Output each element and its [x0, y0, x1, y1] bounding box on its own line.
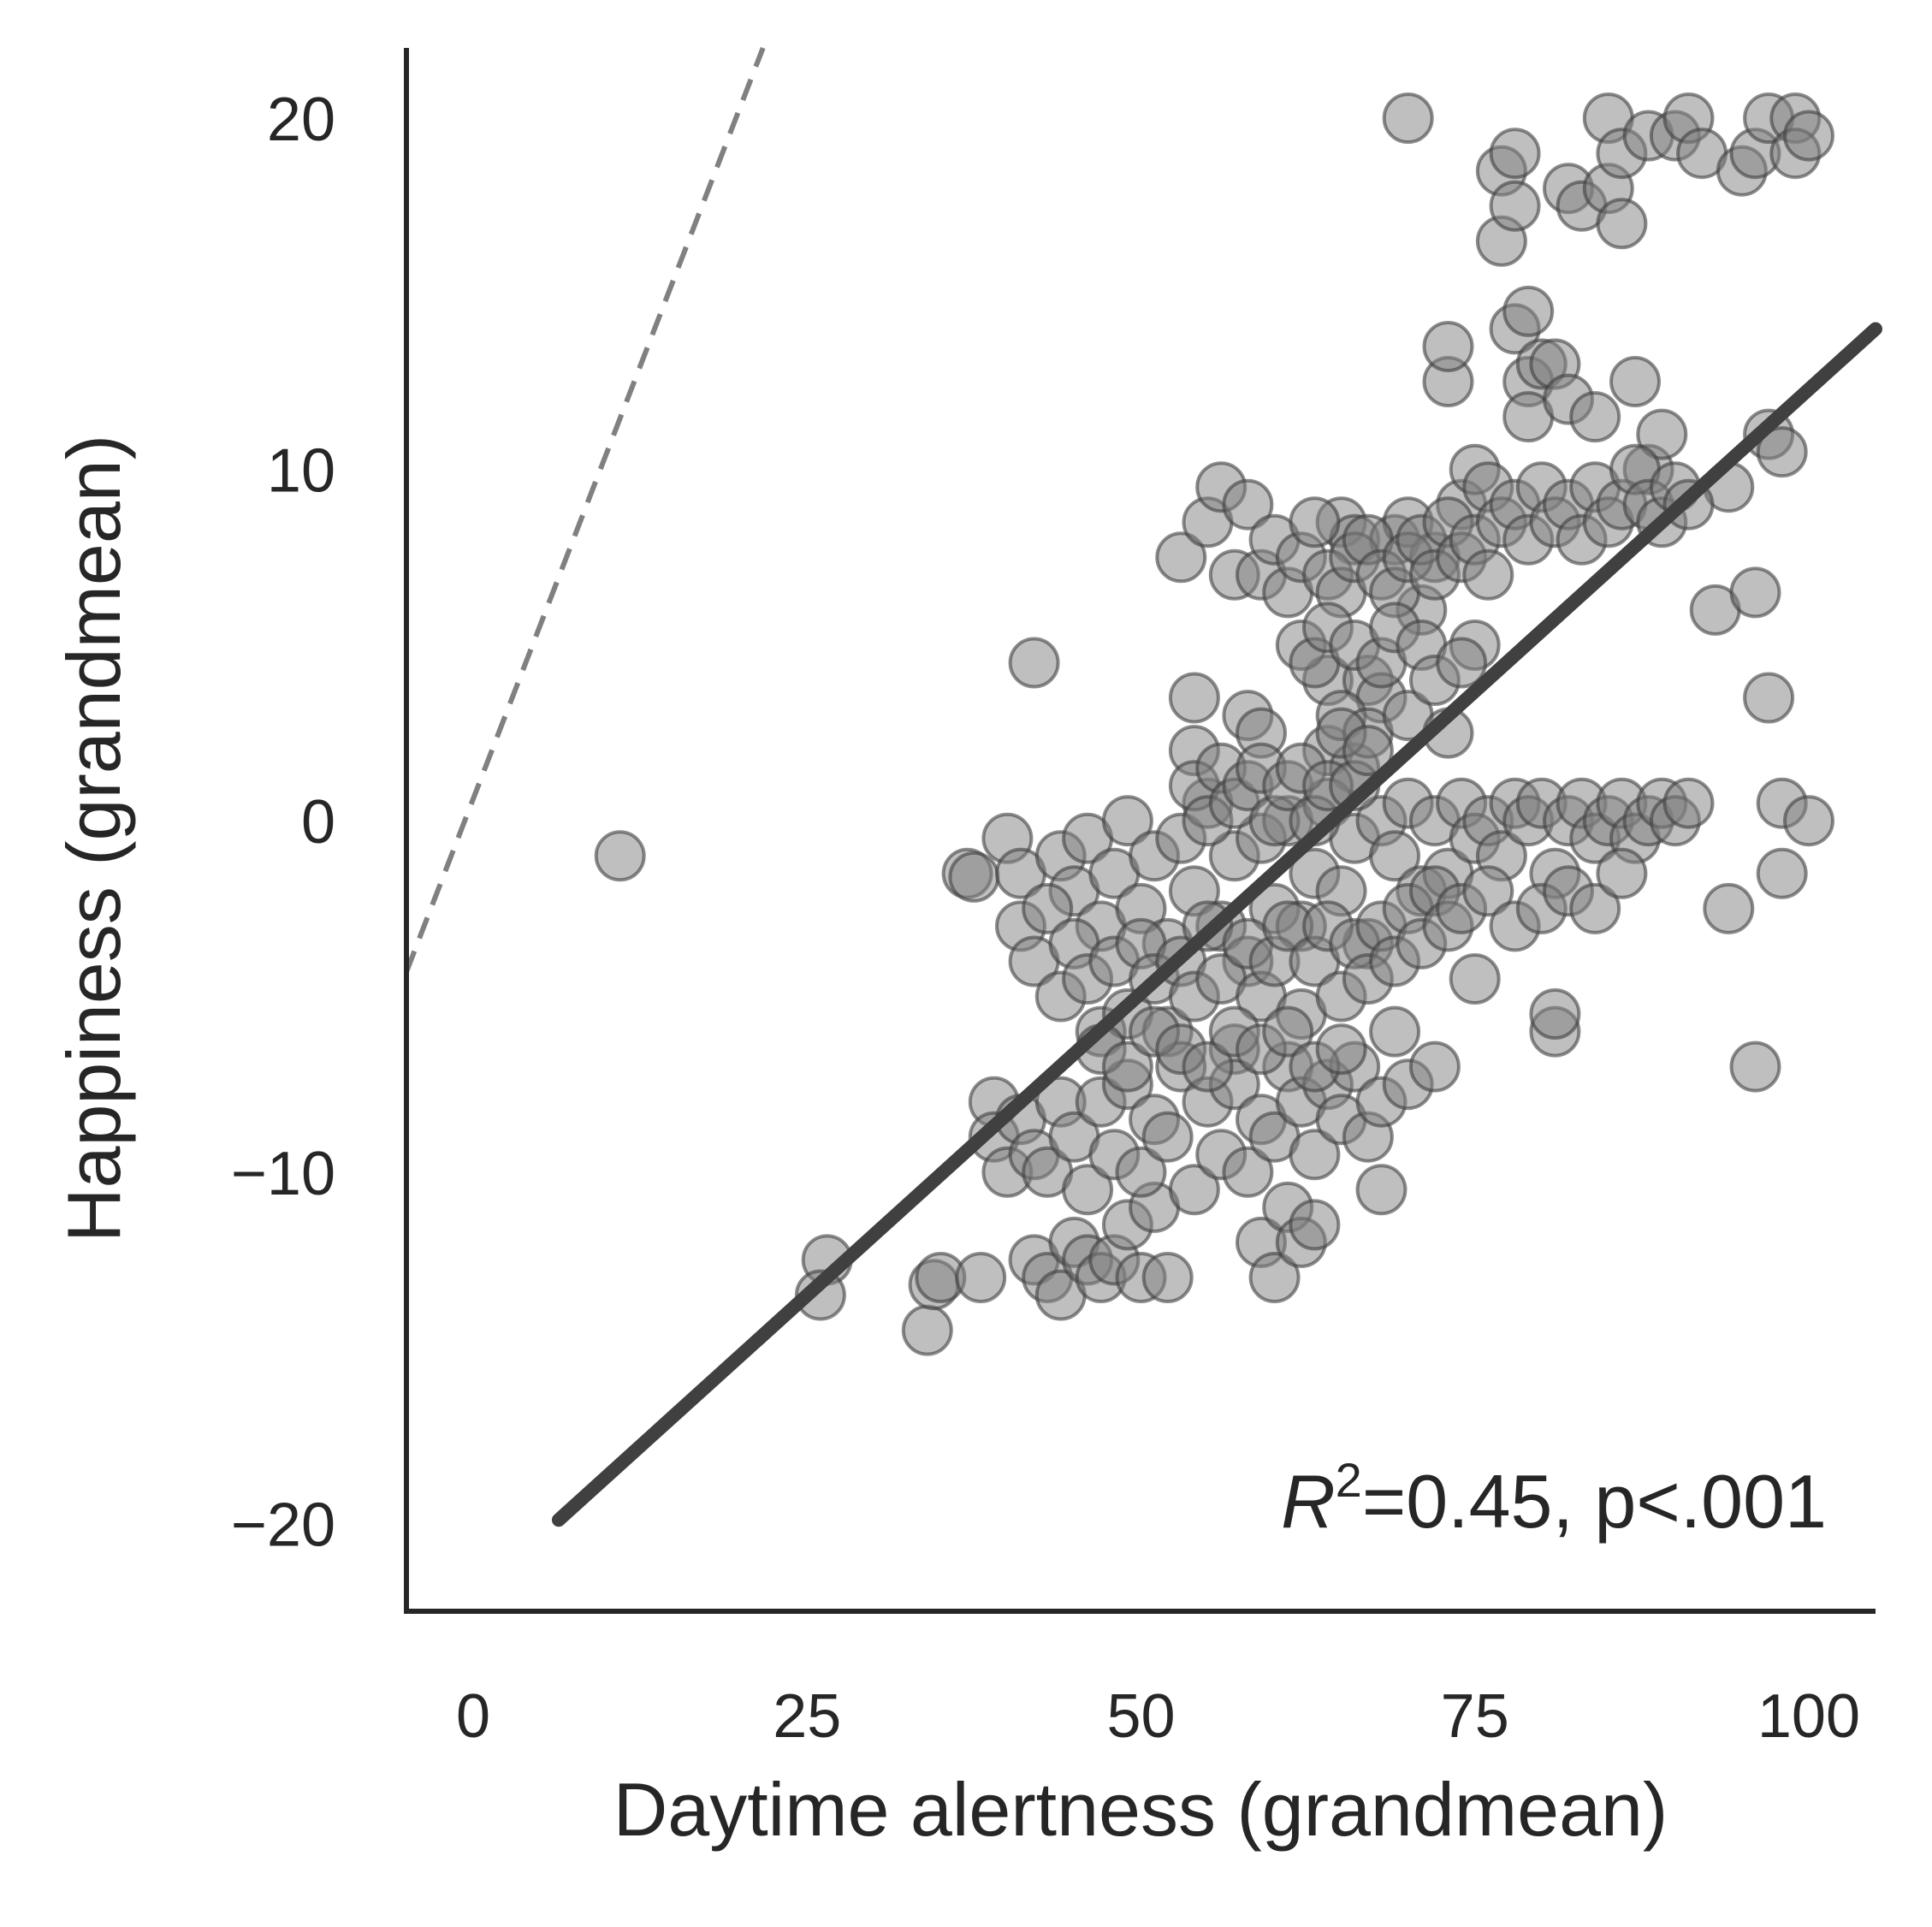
data-point: [1783, 110, 1834, 162]
x-tick-labels: 0 25 50 75 100: [456, 1682, 1860, 1751]
y-tick-label: −10: [231, 1140, 335, 1208]
data-point: [948, 851, 1000, 903]
r-exponent: 2: [1336, 1453, 1362, 1507]
y-axis-title: Happiness (grandmean): [51, 435, 136, 1242]
data-point: [1182, 1041, 1234, 1093]
points-layer: [594, 92, 1834, 1356]
data-point: [1141, 1111, 1194, 1163]
data-point: [1489, 180, 1541, 232]
data-point: [1262, 1005, 1314, 1058]
y-tick-labels: 20 10 0 −10 −20: [231, 86, 335, 1559]
data-point: [1289, 1129, 1341, 1181]
data-point: [1315, 1023, 1367, 1076]
x-tick-label: 100: [1757, 1682, 1860, 1751]
data-point: [1743, 672, 1795, 724]
data-point: [794, 1269, 846, 1321]
data-point: [1662, 777, 1715, 829]
data-point: [1569, 882, 1621, 934]
data-point: [901, 1304, 953, 1356]
data-point: [1115, 1146, 1167, 1198]
data-point: [1168, 1164, 1220, 1216]
y-tick-label: 0: [301, 788, 335, 857]
data-point: [1729, 1041, 1781, 1093]
data-point: [1502, 285, 1555, 337]
x-tick-label: 0: [456, 1682, 490, 1751]
data-point: [1289, 1199, 1341, 1251]
y-tick-label: 20: [267, 86, 335, 154]
x-tick-label: 50: [1106, 1682, 1175, 1751]
x-tick-label: 25: [773, 1682, 841, 1751]
data-point: [1382, 92, 1434, 145]
data-point: [1342, 725, 1394, 777]
data-point: [1783, 795, 1834, 847]
data-point: [1436, 637, 1488, 689]
data-point: [594, 830, 646, 882]
data-point: [1168, 672, 1220, 724]
data-point: [1141, 1252, 1194, 1303]
data-point: [1729, 566, 1781, 619]
data-point: [1489, 127, 1541, 180]
data-point: [1703, 882, 1755, 934]
data-point: [1422, 321, 1474, 372]
x-axis-title: Daytime alertness (grandmean): [613, 1767, 1668, 1852]
data-point: [1101, 795, 1153, 847]
data-point: [1569, 391, 1621, 443]
reference-line-layer: [404, 46, 766, 973]
reference-dashed-line: [404, 46, 766, 973]
data-point: [1529, 988, 1581, 1040]
r-symbol: R: [1281, 1459, 1336, 1544]
fit-line-layer: [551, 322, 1882, 1527]
data-point: [1155, 531, 1207, 584]
y-tick-label: −20: [231, 1491, 335, 1559]
data-point: [1222, 478, 1274, 531]
data-point: [1408, 1041, 1461, 1093]
data-point: [1756, 847, 1808, 899]
r-squared-annotation: R2=0.45, p<.001: [1281, 1453, 1827, 1544]
data-point: [1062, 1164, 1114, 1216]
y-tick-label: 10: [267, 437, 335, 506]
data-point: [1008, 637, 1060, 689]
data-point: [1596, 198, 1648, 250]
data-point: [1248, 1252, 1301, 1303]
data-point: [1355, 1164, 1408, 1216]
data-point: [1756, 426, 1808, 478]
data-point: [1462, 865, 1514, 917]
data-point: [1369, 830, 1421, 882]
data-point: [1222, 1146, 1274, 1198]
data-point: [955, 1252, 1007, 1303]
x-tick-label: 75: [1441, 1682, 1509, 1751]
data-point: [1289, 496, 1341, 548]
data-point: [1022, 882, 1074, 934]
data-point: [1636, 408, 1688, 460]
regression-fit-line: [551, 322, 1882, 1527]
data-point: [1609, 356, 1661, 407]
data-point: [1449, 953, 1501, 1005]
data-point: [1369, 1005, 1421, 1058]
data-point: [1596, 847, 1648, 899]
r-value-text: =0.45, p<.001: [1362, 1459, 1827, 1544]
data-point: [1462, 548, 1514, 601]
data-point: [1101, 1041, 1153, 1093]
